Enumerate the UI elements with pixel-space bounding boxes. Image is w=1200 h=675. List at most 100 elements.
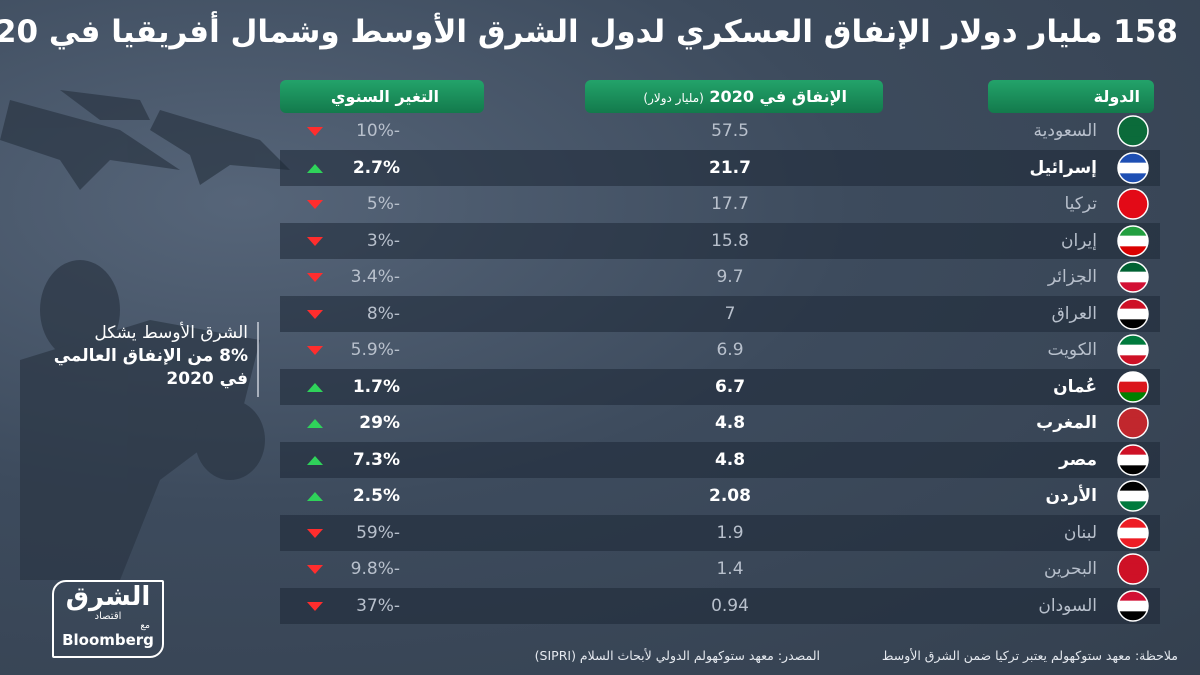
flag-stripe bbox=[1118, 408, 1148, 419]
flag-border bbox=[1117, 115, 1149, 147]
flag-border bbox=[1117, 407, 1149, 439]
table-row: تركيا 17.7 -5% bbox=[280, 186, 1160, 222]
spending: 7 bbox=[724, 303, 736, 324]
flag-stripes bbox=[1118, 408, 1148, 438]
trend-arrow bbox=[307, 528, 323, 538]
flag-stripe bbox=[1118, 308, 1148, 320]
flag bbox=[1117, 516, 1149, 549]
flag-border bbox=[1117, 516, 1149, 549]
flag bbox=[1117, 224, 1149, 257]
change: -8% bbox=[366, 303, 400, 324]
change: -3.4% bbox=[350, 267, 400, 287]
trend-arrow-shape bbox=[307, 419, 323, 428]
spending: 4.8 bbox=[714, 449, 746, 470]
flag-stripe bbox=[1118, 574, 1148, 584]
trend-arrow-shape bbox=[307, 455, 323, 465]
country: إسرائيل bbox=[1029, 157, 1097, 178]
flag bbox=[1117, 589, 1149, 622]
flag-border bbox=[1117, 589, 1149, 622]
flag-stripe bbox=[1118, 464, 1148, 475]
trend-arrow-shape bbox=[307, 382, 323, 392]
footer-note: ملاحظة: معهد ستوكهولم يعتبر تركيا ضمن ال… bbox=[881, 648, 1178, 663]
flag-stripe bbox=[1118, 298, 1148, 309]
flag-stripe bbox=[1118, 610, 1148, 621]
flag-stripe bbox=[1118, 590, 1148, 601]
flag-stripe bbox=[1118, 554, 1148, 565]
flag-border bbox=[1117, 443, 1149, 476]
flag bbox=[1117, 334, 1149, 366]
flag bbox=[1117, 188, 1149, 220]
flag-stripe bbox=[1118, 235, 1148, 247]
flag bbox=[1117, 443, 1149, 476]
trend-arrow bbox=[307, 419, 323, 428]
spending: 4.8 bbox=[714, 413, 746, 433]
flag-border bbox=[1117, 480, 1149, 512]
flag-stripes bbox=[1118, 554, 1148, 584]
flag-stripe bbox=[1118, 428, 1148, 438]
flag-stripe bbox=[1118, 517, 1148, 528]
change: -3% bbox=[366, 230, 400, 251]
side-note-line: الشرق الأوسط يشكل bbox=[94, 323, 248, 343]
country: عُمان bbox=[1053, 376, 1097, 397]
trend-arrow bbox=[307, 565, 323, 574]
trend-arrow-shape bbox=[307, 273, 323, 282]
country: السعودية bbox=[1033, 121, 1097, 141]
flag-stripe bbox=[1118, 225, 1148, 236]
country: العراق bbox=[1051, 303, 1097, 324]
table-row: مصر 4.8 7.3% bbox=[280, 441, 1160, 478]
flag-border bbox=[1117, 261, 1149, 293]
table-row: لبنان 1.9 -59% bbox=[280, 514, 1160, 551]
flag-stripe bbox=[1118, 444, 1148, 455]
footer-source: المصدر: معهد ستوكهولم الدولي لأبحاث السل… bbox=[534, 648, 820, 663]
flag-stripes bbox=[1118, 481, 1148, 511]
flag-stripe bbox=[1118, 245, 1148, 256]
flag-stripes bbox=[1118, 152, 1148, 183]
flag-stripe bbox=[1118, 381, 1148, 393]
column-header: الدولة bbox=[988, 80, 1154, 113]
trend-arrow bbox=[307, 163, 323, 173]
flag-stripe bbox=[1118, 501, 1148, 511]
flag-stripe bbox=[1118, 271, 1148, 283]
spending: 21.7 bbox=[709, 157, 751, 178]
flag bbox=[1117, 553, 1149, 585]
flag-stripes bbox=[1118, 262, 1148, 292]
country: المغرب bbox=[1036, 413, 1097, 433]
logo-with: مع bbox=[140, 621, 150, 631]
spending: 9.7 bbox=[716, 267, 744, 287]
spending: 0.94 bbox=[711, 595, 749, 616]
flag-border bbox=[1117, 370, 1149, 403]
trend-arrow-shape bbox=[307, 309, 323, 319]
flag-border bbox=[1117, 151, 1149, 184]
table-row: السودان 0.94 -37% bbox=[280, 587, 1160, 624]
side-note-line: 8% من الإنفاق العالمي bbox=[53, 346, 248, 366]
change: -10% bbox=[356, 121, 400, 141]
trend-arrow bbox=[307, 492, 323, 501]
flag-stripe bbox=[1118, 335, 1148, 346]
flag-stripes bbox=[1118, 189, 1148, 219]
flag-stripes bbox=[1118, 444, 1148, 475]
flag-stripe bbox=[1118, 198, 1148, 210]
trend-arrow bbox=[307, 455, 323, 465]
divider bbox=[257, 322, 259, 397]
side-note: الشرق الأوسط يشكل 8% من الإنفاق العالمي … bbox=[54, 322, 248, 391]
trend-arrow-shape bbox=[307, 492, 323, 501]
flag-stripes bbox=[1118, 335, 1148, 365]
trend-arrow-shape bbox=[307, 236, 323, 246]
spending: 2.08 bbox=[709, 486, 751, 506]
country: الكويت bbox=[1047, 340, 1098, 360]
flag-stripe bbox=[1118, 189, 1148, 200]
logo-brand: Bloomberg bbox=[62, 631, 154, 649]
trend-arrow bbox=[307, 601, 323, 611]
flag-border bbox=[1117, 297, 1149, 330]
trend-arrow-shape bbox=[307, 163, 323, 173]
flag bbox=[1117, 115, 1149, 147]
trend-arrow-shape bbox=[307, 346, 323, 355]
flag bbox=[1117, 407, 1149, 439]
flag-stripe bbox=[1118, 454, 1148, 466]
table-row: الكويت 6.9 -5.9% bbox=[280, 332, 1160, 368]
trend-arrow bbox=[307, 273, 323, 282]
change: 2.5% bbox=[352, 486, 400, 506]
title: 158 مليار دولار الإنفاق العسكري لدول الش… bbox=[0, 14, 1178, 50]
flag-stripe bbox=[1118, 162, 1148, 174]
change: -5.9% bbox=[350, 340, 400, 360]
